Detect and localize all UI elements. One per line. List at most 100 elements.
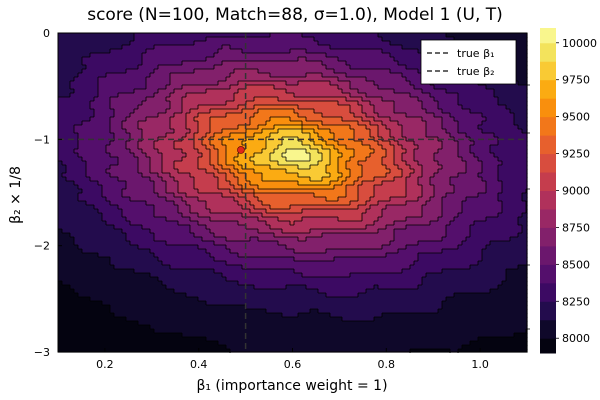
contour-cell xyxy=(346,185,359,190)
contour-cell xyxy=(354,133,371,138)
contour-cell xyxy=(394,221,431,226)
contour-cell xyxy=(246,197,259,202)
contour-cell xyxy=(254,113,299,118)
contour-cell xyxy=(58,281,63,286)
contour-cell xyxy=(150,161,163,166)
contour-cell xyxy=(298,81,331,86)
contour-cell xyxy=(434,185,455,190)
colorbar-band xyxy=(540,172,556,191)
contour-cell xyxy=(346,145,371,150)
contour-cell xyxy=(354,129,371,134)
contour-cell xyxy=(238,281,423,286)
contour-cell xyxy=(226,237,251,242)
contour-cell xyxy=(110,153,135,158)
contour-cell xyxy=(258,229,283,234)
contour-cell xyxy=(186,117,195,122)
contour-cell xyxy=(406,185,423,190)
contour-cell xyxy=(378,229,395,234)
contour-cell xyxy=(82,189,103,194)
colorbar-tick-label: 10000 xyxy=(562,37,597,50)
contour-cell xyxy=(354,181,363,186)
contour-cell xyxy=(58,293,79,298)
contour-cell xyxy=(414,157,435,162)
contour-cell xyxy=(362,165,387,170)
contour-cell xyxy=(294,257,335,262)
contour-cell xyxy=(306,117,343,122)
contour-cell xyxy=(74,149,107,154)
contour-cell xyxy=(138,157,151,162)
contour-cell xyxy=(154,93,171,98)
contour-cell xyxy=(442,237,467,242)
contour-cell xyxy=(58,65,87,70)
contour-cell xyxy=(206,57,299,62)
contour-cell xyxy=(58,173,63,178)
y-tick-label: −2 xyxy=(34,240,50,253)
contour-cell xyxy=(438,169,467,174)
contour-cell xyxy=(118,93,155,98)
contour-cell xyxy=(58,81,71,86)
contour-cell xyxy=(126,145,139,150)
contour-cell xyxy=(334,185,347,190)
contour-cell xyxy=(58,273,151,278)
contour-cell xyxy=(458,213,499,218)
contour-cell xyxy=(174,289,319,294)
contour-cell xyxy=(366,289,491,294)
contour-cell xyxy=(394,229,447,234)
contour-cell xyxy=(478,125,519,130)
contour-cell xyxy=(434,189,455,194)
contour-cell xyxy=(130,41,195,46)
contour-cell xyxy=(282,141,303,146)
contour-cell xyxy=(58,305,111,310)
contour-cell xyxy=(190,209,211,214)
contour-cell xyxy=(130,149,143,154)
contour-cell xyxy=(314,109,351,114)
contour-cell xyxy=(522,197,528,202)
contour-cell xyxy=(182,85,231,90)
contour-cell xyxy=(366,201,379,206)
contour-cell xyxy=(482,177,499,182)
contour-cell xyxy=(394,233,447,238)
contour-cell xyxy=(142,57,207,62)
contour-cell xyxy=(110,97,147,102)
contour-cell xyxy=(270,117,291,122)
contour-cell xyxy=(482,253,528,258)
contour-cell xyxy=(254,105,299,110)
contour-cell xyxy=(194,133,207,138)
contour-cell xyxy=(462,157,479,162)
x-tick-label: 0.8 xyxy=(378,358,396,371)
contour-cell xyxy=(150,249,207,254)
contour-cell xyxy=(390,197,419,202)
contour-cell xyxy=(378,285,419,290)
contour-cell xyxy=(506,277,528,282)
contour-cell xyxy=(462,205,503,210)
contour-cell xyxy=(62,229,123,234)
contour-cell xyxy=(286,89,343,94)
contour-cell xyxy=(382,97,419,102)
contour-cell xyxy=(482,129,523,134)
contour-cell xyxy=(242,109,259,114)
contour-cell xyxy=(454,217,487,222)
contour-cell xyxy=(58,149,75,154)
contour-cell xyxy=(226,145,247,150)
contour-cell xyxy=(422,185,435,190)
contour-cell xyxy=(158,89,175,94)
contour-cell xyxy=(330,149,339,154)
contour-cell xyxy=(302,129,315,134)
contour-cell xyxy=(106,197,131,202)
contour-cell xyxy=(58,193,79,198)
contour-cell xyxy=(162,165,175,170)
contour-cell xyxy=(290,117,307,122)
contour-cell xyxy=(486,185,503,190)
contour-cell xyxy=(158,193,175,198)
contour-cell xyxy=(302,33,379,38)
contour-cell xyxy=(498,169,528,174)
contour-cell xyxy=(90,117,111,122)
contour-cell xyxy=(334,137,355,142)
contour-cell xyxy=(302,209,367,214)
contour-cell xyxy=(458,149,471,154)
contour-cell xyxy=(210,157,219,162)
contour-cell xyxy=(286,285,307,290)
contour-cell xyxy=(314,193,347,198)
contour-cell xyxy=(394,157,403,162)
x-axis-label: β₁ (importance weight = 1) xyxy=(196,378,387,394)
